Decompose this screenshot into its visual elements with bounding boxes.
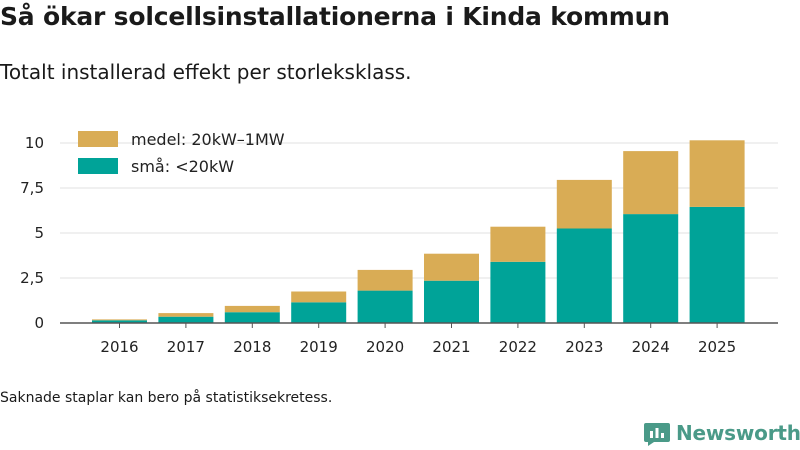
legend-swatch: [78, 158, 118, 174]
bar-medium-segment: [92, 319, 147, 321]
bar-medium-segment: [224, 305, 280, 313]
bar-medium-segment: [357, 269, 413, 291]
x-tick-label: 2022: [499, 338, 537, 356]
x-tick-label: 2020: [366, 338, 404, 356]
x-tick-label: 2019: [300, 338, 338, 356]
x-tick-label: 2021: [432, 338, 470, 356]
bar-small-segment: [92, 320, 147, 323]
y-tick-label: 5: [34, 224, 44, 242]
x-tick-label: 2024: [632, 338, 670, 356]
bar-medium-segment: [158, 313, 214, 317]
bar-medium-segment: [623, 151, 679, 215]
x-tick-label: 2025: [698, 338, 736, 356]
bar-small-segment: [158, 316, 214, 323]
y-tick-label: 7,5: [20, 179, 44, 197]
bar-small-segment: [490, 261, 546, 323]
footnote: Saknade staplar kan bero på statistiksek…: [0, 390, 333, 406]
stacked-bar-chart: 0 2,5 5 7,5 10 2016 2017 2018 2019 2020 2021 2022 20…: [20, 130, 778, 356]
y-tick-label: 10: [25, 134, 44, 152]
bar-small-segment: [424, 280, 479, 323]
y-tick-label: 0: [34, 314, 44, 332]
legend-label: små: <20kW: [131, 157, 234, 176]
bar-medium-segment: [424, 253, 479, 281]
x-tick-label: 2018: [233, 338, 271, 356]
bar-medium-segment: [689, 140, 745, 207]
bar-small-segment: [357, 290, 413, 323]
bar-medium-segment: [556, 179, 612, 229]
bar-small-segment: [291, 302, 347, 323]
brand-name: Newsworthy: [676, 421, 800, 445]
chart-title: Så ökar solcellsinstallationerna i Kinda…: [0, 2, 670, 31]
newsworthy-logo-icon: [644, 423, 670, 446]
x-tick-label: 2017: [167, 338, 205, 356]
newsworthy-brand[interactable]: Newsworthy: [644, 419, 800, 447]
bar-small-segment: [689, 206, 745, 323]
y-tick-label: 2,5: [20, 269, 44, 287]
x-tick-label: 2016: [100, 338, 138, 356]
bar-small-segment: [556, 228, 612, 323]
x-tick-label: 2023: [565, 338, 603, 356]
bar-medium-segment: [490, 226, 546, 262]
bar-medium-segment: [291, 291, 347, 303]
bar-small-segment: [623, 214, 679, 323]
bar-small-segment: [224, 312, 280, 323]
legend-label: medel: 20kW–1MW: [131, 130, 285, 149]
legend-swatch: [78, 131, 118, 147]
chart-subtitle: Totalt installerad effekt per storlekskl…: [0, 60, 412, 84]
